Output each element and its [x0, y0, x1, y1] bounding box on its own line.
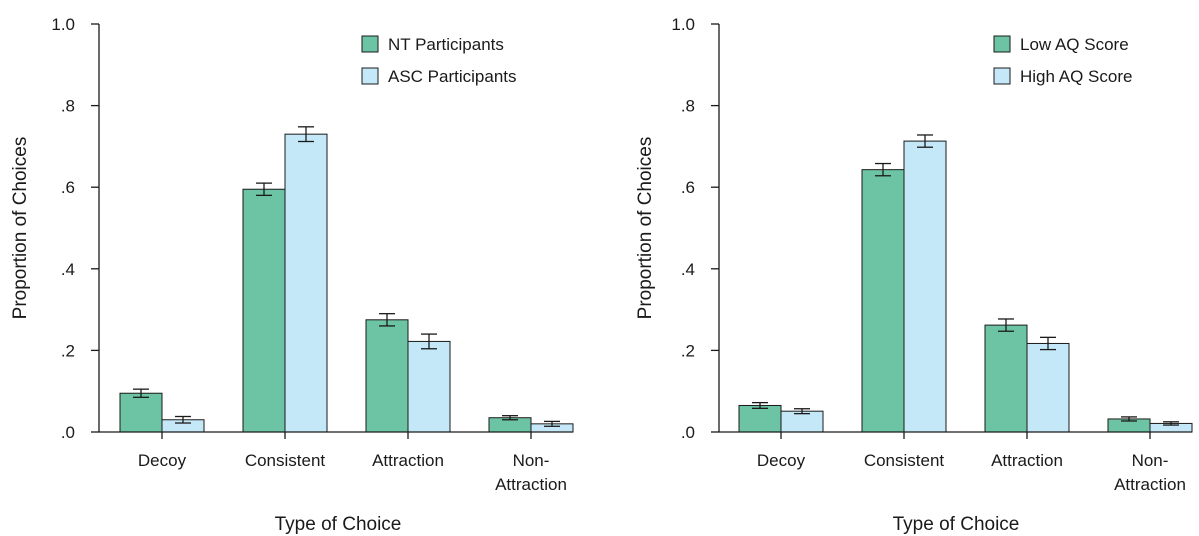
error-bar [175, 415, 191, 424]
y-tick-label: 1.0 [671, 15, 695, 34]
y-tick-label: .2 [681, 341, 695, 360]
error-bar [917, 134, 933, 148]
bar-asc-participants-2 [284, 133, 328, 433]
bar-high-aq-score-1 [780, 410, 824, 433]
x-tick-label: Attraction [991, 451, 1063, 470]
bar-asc-participants-3 [407, 340, 451, 433]
x-axis-title: Type of Choice [275, 514, 402, 535]
y-tick-label: .2 [61, 341, 75, 360]
error-bar [1163, 421, 1179, 426]
y-tick-label: 1.0 [51, 15, 75, 34]
error-bar [256, 182, 272, 197]
legend-swatch [993, 67, 1011, 85]
y-tick-label: .0 [61, 423, 75, 442]
error-bar [544, 420, 560, 427]
y-tick-label: .6 [681, 178, 695, 197]
x-tick-label: Non- [513, 451, 550, 470]
y-tick-label: .8 [61, 97, 75, 116]
legend: Low AQ Score High AQ Score [993, 35, 1132, 86]
legend-swatch [993, 35, 1011, 53]
y-tick-label: .4 [61, 260, 75, 279]
legend: NT Participants ASC Participants [361, 35, 517, 86]
x-tick-label: Decoy [138, 451, 187, 470]
legend-label: ASC Participants [388, 67, 517, 86]
legend-label: NT Participants [388, 35, 504, 54]
legend-swatch [361, 67, 379, 85]
x-tick-label: Consistent [864, 451, 945, 470]
x-tick-label: Consistent [245, 451, 326, 470]
x-tick-label: Attraction [495, 475, 567, 494]
error-bar [133, 388, 149, 398]
error-bar [875, 162, 891, 177]
y-tick-label: .6 [61, 178, 75, 197]
error-bar [421, 333, 437, 350]
error-bar [794, 408, 810, 415]
legend-label: Low AQ Score [1020, 35, 1129, 54]
y-tick-label: .0 [681, 423, 695, 442]
bar-high-aq-score-3 [1026, 342, 1070, 433]
y-tick-label: .8 [681, 97, 695, 116]
bar-nt-participants-3 [365, 319, 409, 433]
chart-1: .0 .2 .4 .6 .8 1.0 Decoy Consistent Attraction No… [10, 15, 574, 535]
x-tick-label: Attraction [1114, 475, 1186, 494]
legend-label: High AQ Score [1020, 67, 1132, 86]
error-bar [502, 415, 518, 421]
y-axis-title: Proportion of Choices [10, 137, 31, 320]
y-axis-title: Proportion of Choices [635, 137, 656, 320]
error-bar [752, 401, 768, 409]
error-bar [298, 126, 314, 143]
x-tick-label: Attraction [372, 451, 444, 470]
x-axis-title: Type of Choice [893, 514, 1020, 535]
legend-swatch [361, 35, 379, 53]
chart-2: .0 .2 .4 .6 .8 1.0 Decoy Consistent Attraction No… [635, 15, 1193, 535]
x-tick-label: Non- [1132, 451, 1169, 470]
bar-low-aq-score-3 [984, 324, 1028, 433]
error-bar [1040, 336, 1056, 351]
error-bar [998, 318, 1014, 332]
bar-high-aq-score-2 [903, 140, 947, 433]
bar-nt-participants-1 [119, 392, 163, 433]
y-tick-label: .4 [681, 260, 695, 279]
bar-low-aq-score-1 [738, 404, 782, 433]
x-tick-label: Decoy [757, 451, 806, 470]
error-bar [379, 313, 395, 327]
bar-low-aq-score-2 [861, 169, 905, 433]
bar-nt-participants-2 [242, 188, 286, 433]
error-bar [1121, 416, 1137, 422]
